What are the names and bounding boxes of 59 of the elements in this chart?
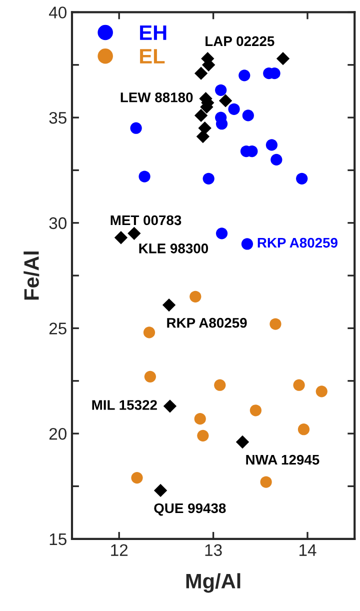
annotation: RKP A80259 bbox=[258, 238, 338, 248]
x-tick-label: 14 bbox=[300, 544, 316, 556]
y-axis-title: Fe/Al bbox=[24, 252, 40, 300]
point bbox=[130, 122, 142, 134]
point bbox=[194, 108, 208, 122]
point bbox=[202, 172, 214, 184]
point bbox=[131, 472, 143, 484]
point bbox=[238, 70, 250, 82]
point bbox=[190, 290, 202, 302]
point bbox=[298, 424, 310, 436]
point bbox=[266, 139, 278, 151]
annotation: KLE 98300 bbox=[139, 244, 208, 254]
point bbox=[242, 110, 254, 122]
legend-label: EL bbox=[140, 49, 165, 64]
point bbox=[144, 370, 156, 382]
annotation: NWA 12945 bbox=[246, 454, 320, 465]
point bbox=[154, 484, 168, 498]
point bbox=[293, 379, 305, 391]
point bbox=[194, 413, 206, 425]
point bbox=[162, 298, 176, 312]
point bbox=[216, 118, 228, 130]
point bbox=[218, 94, 232, 108]
annotation: RKP A80259 bbox=[167, 318, 247, 328]
point bbox=[270, 154, 282, 166]
point bbox=[236, 435, 250, 449]
point bbox=[138, 170, 150, 182]
point bbox=[216, 228, 228, 240]
point bbox=[270, 318, 282, 330]
y-tick-label: 25 bbox=[49, 322, 66, 334]
annotation: MET 00783 bbox=[110, 215, 182, 226]
annotation: MIL 15322 bbox=[92, 400, 157, 410]
y-tick-label: 20 bbox=[49, 428, 66, 440]
point bbox=[214, 379, 226, 391]
point bbox=[196, 130, 210, 144]
y-tick-label: 35 bbox=[49, 112, 66, 124]
annotation: LEW 88180 bbox=[120, 92, 193, 102]
point bbox=[228, 103, 240, 115]
point bbox=[296, 172, 308, 184]
legend-label: EH bbox=[140, 25, 166, 40]
point bbox=[143, 326, 156, 338]
point bbox=[128, 226, 141, 240]
y-tick-label: 40 bbox=[48, 6, 66, 18]
x-tick-label: 12 bbox=[111, 544, 128, 556]
point bbox=[276, 52, 290, 66]
y-tick-label: 30 bbox=[49, 217, 66, 230]
point bbox=[163, 400, 177, 413]
x-axis-title: Mg/Al bbox=[186, 573, 240, 593]
y-tick-label: 15 bbox=[50, 533, 66, 546]
point bbox=[250, 404, 262, 416]
point bbox=[197, 430, 209, 442]
point bbox=[194, 66, 208, 80]
point bbox=[241, 238, 254, 250]
annotation: LAP 02225 bbox=[206, 36, 274, 46]
x-tick-label: 13 bbox=[205, 544, 222, 556]
point bbox=[114, 231, 128, 244]
annotation: QUE 99438 bbox=[154, 503, 226, 516]
point bbox=[260, 476, 272, 488]
point bbox=[215, 84, 227, 96]
point bbox=[316, 386, 328, 398]
